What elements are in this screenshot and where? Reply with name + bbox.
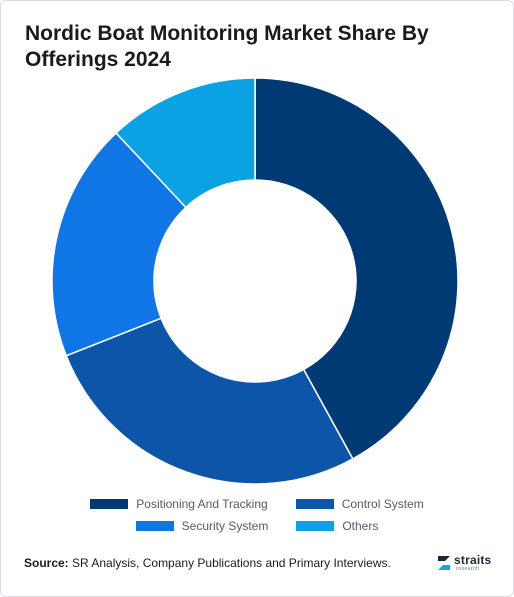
chart-title: Nordic Boat Monitoring Market Share By O…: [25, 22, 429, 71]
legend-item-positioning-and-tracking: Positioning And Tracking: [90, 497, 268, 511]
legend-item-control-system: Control System: [295, 497, 424, 511]
source-note: Source: SR Analysis, Company Publication…: [24, 556, 391, 570]
legend-swatch: [295, 499, 334, 509]
legend-item-security-system: Security System: [135, 519, 269, 533]
slice-control-system: [65, 317, 354, 485]
logo-word: straits: [454, 553, 492, 567]
legend-label: Control System: [341, 497, 424, 511]
legend-swatch: [90, 499, 129, 509]
slice-positioning-and-tracking: [254, 77, 459, 460]
legend: Positioning And Tracking Control System …: [0, 493, 514, 537]
legend-item-others: Others: [296, 519, 378, 533]
logo-mark-icon: [438, 556, 450, 570]
logo-subtext: research: [456, 566, 480, 572]
legend-swatch: [296, 521, 335, 531]
straits-research-logo: straits research: [436, 552, 496, 576]
slice-others: [114, 77, 256, 209]
slice-security-system: [51, 131, 187, 357]
legend-label: Security System: [181, 519, 269, 533]
legend-label: Positioning And Tracking: [136, 497, 268, 511]
source-label: Source:: [24, 556, 69, 570]
legend-swatch: [135, 521, 174, 531]
legend-label: Others: [342, 519, 379, 533]
source-text: SR Analysis, Company Publications and Pr…: [72, 556, 391, 570]
